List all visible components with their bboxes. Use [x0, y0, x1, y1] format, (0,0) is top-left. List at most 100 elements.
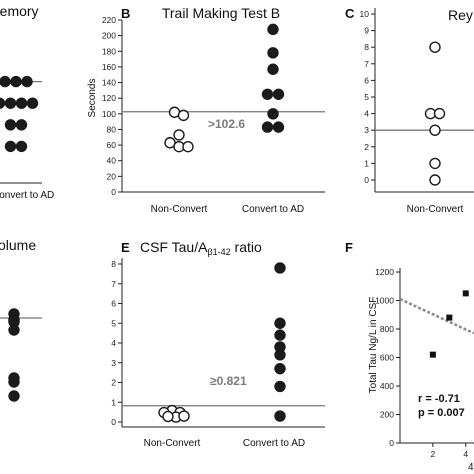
panel-f-xtick-label-1: 4 [463, 449, 468, 459]
panel-e-ticks: 0 1 2 3 4 5 6 7 8 [111, 259, 122, 427]
panel-c-tick-label-0: 0 [364, 175, 369, 185]
panel-f-point-1 [446, 314, 453, 321]
panel-f-xlabel-partial: 4 [468, 462, 474, 473]
panel-c-tick-label-7: 7 [364, 59, 369, 69]
panel-e-convert-point-4 [274, 349, 286, 361]
panel-c-tick-label-9: 9 [364, 26, 369, 36]
panel-b-nonconvert-point-2 [173, 129, 185, 141]
panel-f-r-text: r = -0.71 [418, 393, 460, 405]
panel-b-convert-point-0 [267, 23, 279, 36]
panel-f-label: F [345, 240, 353, 255]
panel-d-point-6 [8, 376, 20, 388]
panel-c-tick-label-1: 1 [364, 158, 369, 168]
panel-b-tick-label-11: 220 [102, 15, 116, 25]
panel-a-point-8 [15, 119, 28, 131]
panel-f-tick-label-2: 400 [380, 381, 394, 391]
panel-f-tick-label-0: 0 [389, 438, 394, 448]
panel-b-nonconvert-point-5 [182, 140, 194, 153]
panel-b-threshold-label: >102.6 [208, 117, 245, 131]
panel-e-tick-label-6: 6 [111, 299, 116, 309]
panel-d-marks [0, 308, 42, 402]
panel-b-nonconvert-point-1 [177, 109, 190, 122]
panel-e-tick-label-8: 8 [111, 259, 116, 269]
panel-e-category-2: Convert to AD [243, 438, 305, 449]
panel-c-tick-label-5: 5 [364, 92, 369, 102]
panel-f-p-text: p = 0.007 [418, 407, 465, 419]
panel-e-marks [122, 262, 325, 423]
panel-a-point-5 [15, 97, 28, 109]
panel-a-point-4 [4, 97, 17, 109]
panel-e-category-1: Non-Convert [144, 438, 201, 449]
panel-b-convert-point-5 [267, 108, 279, 120]
panel-b-category-2: Convert to AD [242, 204, 304, 215]
panel-f-tick-label-6: 1200 [375, 267, 394, 277]
panel-b-ylabel: Seconds [87, 79, 98, 118]
panel-b-label: B [121, 6, 130, 21]
panel-b-tick-label-1: 20 [107, 171, 117, 181]
panel-b-convert-point-4 [272, 88, 285, 100]
panel-a-point-1 [10, 75, 22, 88]
panel-e-convert-point-0 [274, 262, 286, 274]
panel-c: C Rey 0 1 2 3 4 5 6 7 8 9 10 Non-Convert [345, 6, 474, 215]
panel-e-nonconvert-point-4 [162, 410, 174, 423]
panel-f-tick-label-5: 1000 [375, 296, 394, 306]
panel-b-title: Trail Making Test B [162, 5, 280, 21]
panel-f-point-0 [429, 351, 436, 358]
panel-b-category-1: Non-Convert [151, 204, 208, 215]
panel-e-tick-label-5: 5 [111, 318, 116, 328]
panel-f-point-2 [462, 290, 469, 297]
panel-d-point-4 [8, 324, 20, 336]
panel-b-tick-label-2: 40 [107, 156, 117, 166]
panel-a-point-0 [0, 75, 11, 88]
panel-c-category: Non-Convert [407, 204, 464, 215]
panel-b-convert-point-6 [261, 121, 274, 133]
panel-e-title-prefix: CSF Tau/A [140, 239, 208, 255]
panel-a-point-2 [21, 75, 33, 88]
panel-a-point-7 [4, 119, 17, 131]
panel-c-tick-label-2: 2 [364, 142, 369, 152]
panel-b-tick-label-4: 80 [107, 124, 117, 134]
panel-c-point-3 [429, 124, 441, 136]
panel-e-tick-label-7: 7 [111, 279, 116, 289]
panel-c-point-0 [429, 41, 441, 53]
panel-a-marks [0, 75, 42, 153]
panel-e-tick-label-2: 2 [111, 378, 116, 388]
panel-e-tick-label-1: 1 [111, 397, 116, 407]
panel-e-title-sub: β1-42 [207, 247, 230, 257]
panel-e-convert-point-2 [274, 329, 286, 341]
panel-b-convert-point-7 [272, 121, 285, 133]
panel-a-point-6 [26, 97, 39, 109]
panel-f-tick-label-1: 200 [380, 410, 394, 420]
panel-a-point-9 [4, 140, 17, 153]
panel-a-point-3 [0, 97, 6, 109]
panel-c-point-4 [429, 157, 441, 170]
panel-e-convert-point-5 [274, 362, 286, 375]
panel-e: E CSF Tau/Aβ1-42 ratio 0 1 2 3 4 5 6 7 8 Non-Con… [111, 239, 325, 449]
panel-a-category: Convert to AD [0, 190, 54, 201]
panel-d: olume [0, 237, 42, 402]
panel-b: B Trail Making Test B Seconds 0 20 40 60 80 1… [87, 5, 325, 215]
panel-b-tick-label-5: 100 [102, 109, 116, 119]
panel-c-tick-label-10: 10 [360, 9, 370, 19]
panel-f-ticks: 0 200 400 600 800 1000 1200 2 4 [375, 267, 468, 459]
panel-f-ylabel: Total Tau Ng/L in CSF [368, 297, 379, 394]
panel-c-tick-label-3: 3 [364, 125, 369, 135]
panel-a: Memory Convert to AD [0, 3, 54, 201]
panel-c-tick-label-6: 6 [364, 75, 369, 85]
panel-b-convert-point-2 [267, 63, 279, 75]
panel-b-convert-point-1 [267, 47, 279, 59]
panel-f-tick-label-4: 800 [380, 324, 394, 334]
panel-e-convert-point-6 [274, 380, 286, 393]
panel-d-title: olume [0, 237, 36, 253]
panel-c-title: Rey [448, 7, 473, 23]
panel-c-point-5 [429, 174, 441, 186]
panel-c-tick-label-8: 8 [364, 42, 369, 52]
panel-b-tick-label-3: 60 [107, 140, 117, 150]
panel-c-label: C [345, 6, 355, 21]
panel-f: F Total Tau Ng/L in CSF 0 200 400 600 800 100… [345, 240, 474, 473]
panel-b-marks [122, 23, 325, 153]
panel-e-convert-point-1 [274, 317, 286, 329]
panel-c-point-2 [433, 107, 446, 120]
panel-f-xtick-label-0: 2 [431, 449, 436, 459]
